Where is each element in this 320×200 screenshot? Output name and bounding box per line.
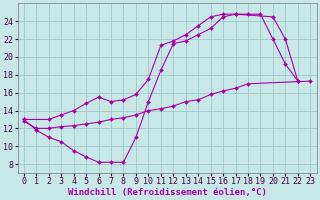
X-axis label: Windchill (Refroidissement éolien,°C): Windchill (Refroidissement éolien,°C) bbox=[68, 188, 267, 197]
